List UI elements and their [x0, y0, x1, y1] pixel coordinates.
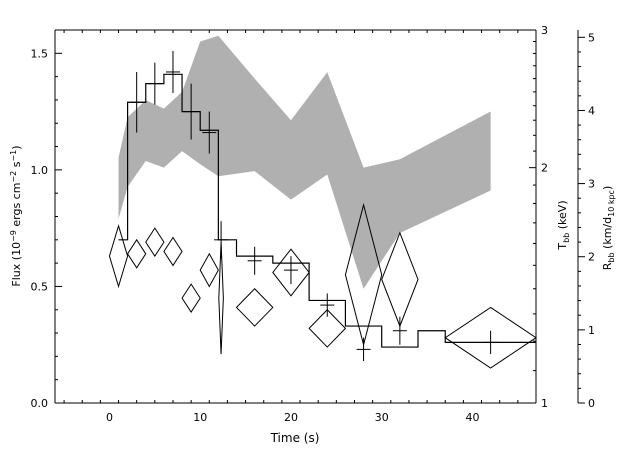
x-tick-label: 30 [375, 411, 389, 424]
x-tick-label: 0 [106, 411, 113, 424]
rbb-tick-label: 1 [588, 324, 595, 337]
flux-tick-label: 0.0 [31, 397, 49, 410]
rbb-tick-label: 5 [588, 31, 595, 44]
tbb-ticks: 1 2 3 [529, 24, 548, 410]
flux-error-bar [147, 62, 162, 105]
tbb-tick-label: 2 [541, 162, 548, 175]
rbb-tick-label: 3 [588, 178, 595, 191]
flux-axis-title: Flux (10−9 ergs cm−2 s−1) [9, 145, 23, 286]
flux-error-bar [247, 246, 262, 275]
plot-frame [54, 29, 579, 404]
radius-diamond [308, 309, 347, 348]
temperature-band [118, 35, 491, 289]
radius-diamond [145, 227, 165, 258]
x-ticks: 0 10 20 30 40 [63, 30, 519, 424]
radius-diamond [108, 224, 129, 289]
radius-diamond [199, 252, 219, 288]
x-tick-label: 20 [284, 411, 298, 424]
x-tick-label: 40 [465, 411, 479, 424]
rbb-tick-label: 2 [588, 251, 595, 264]
radius-diamond [163, 236, 183, 267]
rbb-tick-label: 0 [588, 397, 595, 410]
tbb-band [118, 35, 491, 289]
flux-error-bars [129, 50, 498, 362]
radius-diamond [181, 283, 201, 313]
radius-diamonds [108, 202, 537, 369]
flux-tick-label: 0.5 [31, 280, 49, 293]
radius-diamond [381, 231, 419, 328]
flux-ticks: 0.0 0.5 1.0 1.5 [31, 29, 62, 410]
flux-error-bar [483, 330, 498, 355]
radius-diamond [344, 202, 383, 347]
radius-diamond [272, 248, 310, 297]
tbb-tick-label: 1 [541, 397, 548, 410]
flux-error-bar [320, 293, 335, 317]
rbb-axis-title: Rbb (km/d10 kpc) [601, 186, 616, 271]
flux-error-bar [356, 337, 371, 362]
rbb-tick-label: 4 [588, 104, 595, 117]
tbb-tick-label: 3 [541, 24, 548, 37]
flux-error-bar [392, 316, 407, 345]
radius-diamond [444, 306, 537, 369]
radius-diamond [235, 288, 274, 327]
radius-diamond [218, 242, 224, 355]
flux-error-bar [202, 111, 217, 154]
rbb-ticks: 0 1 2 3 4 5 [578, 31, 595, 410]
x-tick-label: 10 [193, 411, 207, 424]
tbb-axis-title: Tbb (keV) [556, 200, 571, 250]
flux-error-bar [165, 50, 180, 93]
flux-error-bar [283, 256, 298, 285]
flux-tick-label: 1.0 [31, 164, 49, 177]
radius-diamond [127, 238, 147, 269]
x-axis-title: Time (s) [270, 431, 320, 445]
flux-error-bar [129, 71, 144, 133]
flux-error-bar [184, 83, 199, 140]
flux-tick-label: 1.5 [31, 47, 49, 60]
